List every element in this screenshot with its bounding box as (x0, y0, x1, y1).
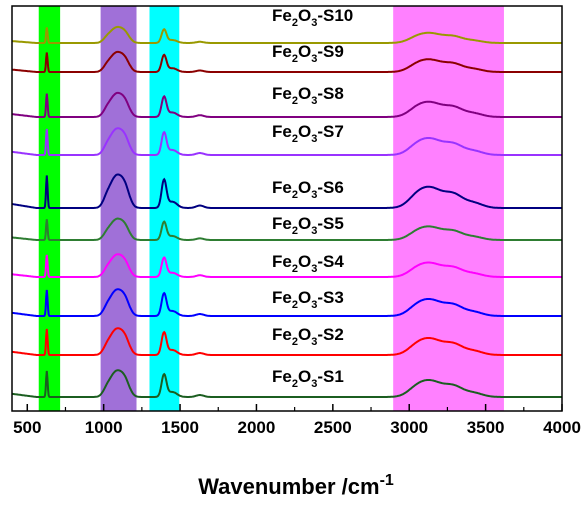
x-axis-title-text: Wavenumber /cm (198, 474, 379, 499)
plot-frame (11, 5, 563, 412)
trace-s9 (11, 50, 562, 73)
series-label-s8: Fe2O3-S8 (272, 84, 344, 107)
trace-s3 (11, 288, 562, 317)
series-label-s4: Fe2O3-S4 (272, 252, 344, 275)
spectra-traces (11, 25, 562, 398)
series-label-s10: Fe2O3-S10 (272, 6, 353, 29)
highlight-band-4 (393, 6, 504, 411)
x-tick-label: 3500 (467, 418, 505, 437)
series-label-s2: Fe2O3-S2 (272, 325, 344, 348)
series-label-s6: Fe2O3-S6 (272, 178, 344, 201)
series-label-s3: Fe2O3-S3 (272, 288, 344, 311)
x-tick-label: 2500 (314, 418, 352, 437)
series-label-s7: Fe2O3-S7 (272, 122, 344, 145)
trace-s8 (11, 91, 562, 118)
x-tick-label: 500 (13, 418, 41, 437)
trace-s7 (11, 127, 562, 156)
trace-s2 (11, 327, 562, 356)
trace-s5 (11, 217, 562, 241)
x-axis-title: Wavenumber /cm-1 (198, 472, 394, 499)
series-label-s9: Fe2O3-S9 (272, 42, 344, 65)
x-tick-label: 4000 (543, 418, 581, 437)
trace-s1 (11, 369, 562, 398)
series-labels: Fe2O3-S1 Fe2O3-S2 Fe2O3-S3 Fe2O3-S4 Fe2O3-S5… (272, 6, 353, 390)
series-label-s1: Fe2O3-S1 (272, 367, 344, 390)
trace-s6 (11, 173, 562, 209)
x-axis-ticks: 500 1000 1500 2000 2500 3000 3500 4000 (13, 404, 581, 437)
trace-s10 (12, 25, 562, 44)
x-tick-label: 1000 (85, 418, 123, 437)
x-tick-label: 1500 (161, 418, 199, 437)
trace-s4 (12, 253, 562, 278)
series-label-s5: Fe2O3-S5 (272, 214, 344, 237)
x-tick-label: 3000 (390, 418, 428, 437)
x-tick-label: 2000 (238, 418, 276, 437)
x-axis-title-superscript: -1 (380, 472, 394, 489)
